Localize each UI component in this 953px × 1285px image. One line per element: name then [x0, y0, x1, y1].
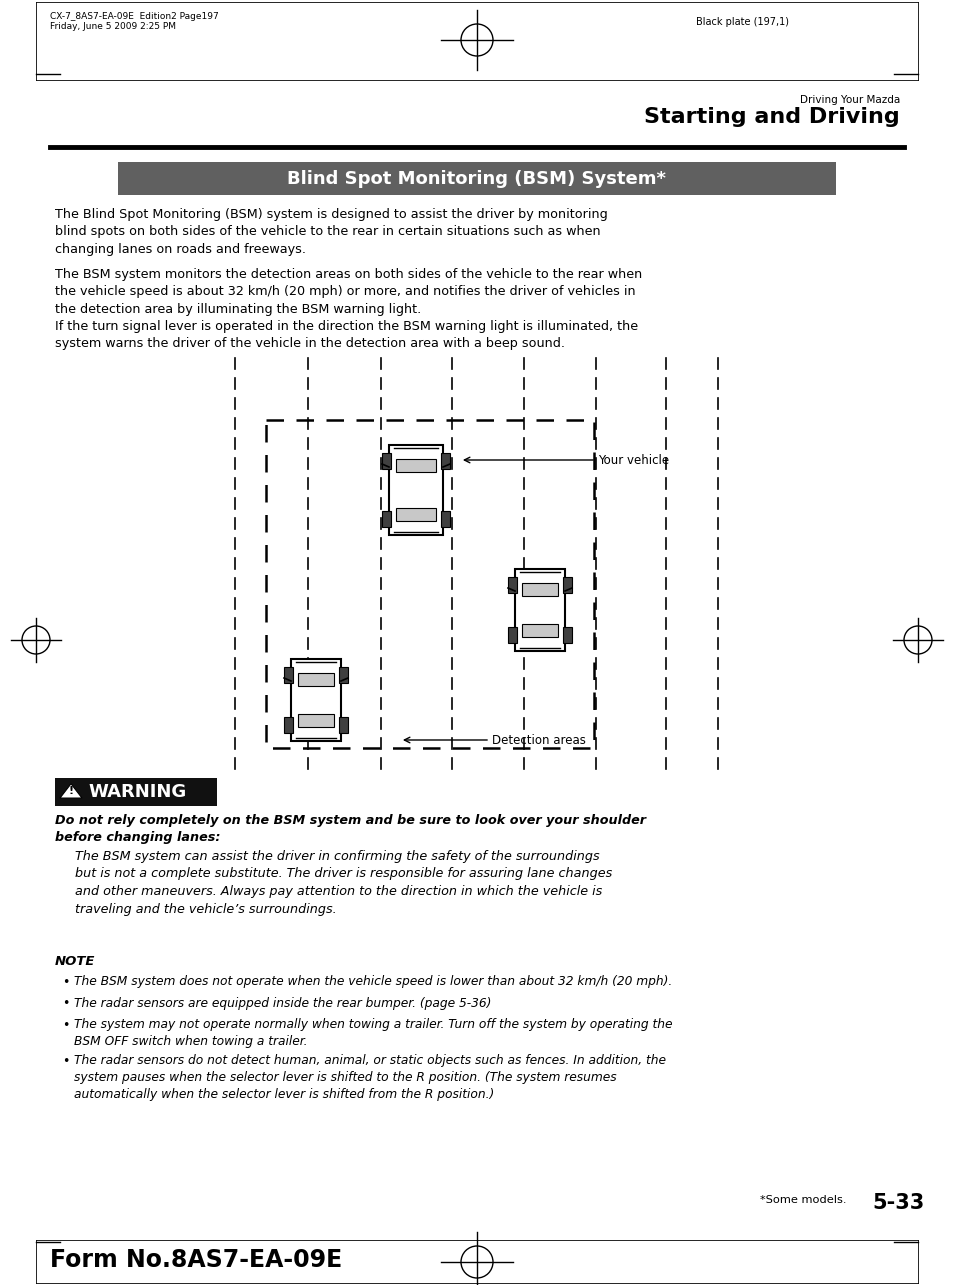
Bar	[338, 667, 348, 684]
Bar	[55, 777, 216, 806]
Text: Do not rely completely on the BSM system and be sure to look over your shoulder
: Do not rely completely on the BSM system…	[55, 813, 645, 844]
Text: If the turn signal lever is operated in the direction the BSM warning light is i: If the turn signal lever is operated in …	[55, 320, 638, 351]
Text: Form No.8AS7-EA-09E: Form No.8AS7-EA-09E	[50, 1248, 342, 1272]
Bar	[395, 508, 436, 520]
Text: NOTE: NOTE	[55, 955, 95, 968]
Text: The radar sensors do not detect human, animal, or static objects such as fences.: The radar sensors do not detect human, a…	[74, 1054, 665, 1101]
Text: The system may not operate normally when towing a trailer. Turn off the system b: The system may not operate normally when…	[74, 1018, 672, 1049]
Text: The BSM system does not operate when the vehicle speed is lower than about 32 km: The BSM system does not operate when the…	[74, 975, 672, 988]
Text: •: •	[62, 1055, 70, 1068]
Polygon shape	[60, 784, 82, 798]
Text: Your vehicle: Your vehicle	[598, 454, 668, 466]
Bar	[297, 714, 334, 727]
Bar	[284, 667, 293, 684]
Bar	[521, 583, 558, 596]
Bar	[284, 717, 293, 732]
Bar	[381, 511, 391, 527]
Text: •: •	[62, 997, 70, 1010]
Bar	[118, 162, 835, 195]
Bar	[521, 625, 558, 637]
Bar	[291, 659, 340, 741]
Text: !: !	[69, 786, 73, 795]
Bar	[297, 673, 334, 686]
Text: *Some models.: *Some models.	[760, 1195, 845, 1205]
Text: The BSM system monitors the detection areas on both sides of the vehicle to the : The BSM system monitors the detection ar…	[55, 269, 641, 316]
Bar	[507, 577, 517, 592]
Bar	[266, 420, 594, 748]
Bar	[440, 454, 450, 469]
Bar	[389, 445, 442, 535]
Text: The radar sensors are equipped inside the rear bumper. (page 5-36): The radar sensors are equipped inside th…	[74, 996, 491, 1010]
Text: 5-33: 5-33	[871, 1192, 923, 1213]
Text: Driving Your Mazda: Driving Your Mazda	[799, 95, 899, 105]
Bar	[440, 511, 450, 527]
Text: WARNING: WARNING	[88, 783, 186, 801]
Bar	[395, 459, 436, 472]
Bar	[562, 627, 572, 642]
Text: Black plate (197,1): Black plate (197,1)	[696, 17, 788, 27]
Text: The BSM system can assist the driver in confirming the safety of the surrounding: The BSM system can assist the driver in …	[55, 849, 612, 915]
Text: The Blind Spot Monitoring (BSM) system is designed to assist the driver by monit: The Blind Spot Monitoring (BSM) system i…	[55, 208, 607, 256]
Bar	[381, 454, 391, 469]
Text: Friday, June 5 2009 2:25 PM: Friday, June 5 2009 2:25 PM	[50, 22, 175, 31]
Text: CX-7_8AS7-EA-09E  Edition2 Page197: CX-7_8AS7-EA-09E Edition2 Page197	[50, 12, 218, 21]
Text: Blind Spot Monitoring (BSM) System*: Blind Spot Monitoring (BSM) System*	[287, 170, 666, 188]
Bar	[515, 569, 564, 651]
Bar	[562, 577, 572, 592]
Text: •: •	[62, 977, 70, 989]
Text: Detection areas: Detection areas	[492, 734, 585, 747]
Text: •: •	[62, 1019, 70, 1032]
Bar	[338, 717, 348, 732]
Text: Starting and Driving: Starting and Driving	[643, 107, 899, 127]
Bar	[507, 627, 517, 642]
